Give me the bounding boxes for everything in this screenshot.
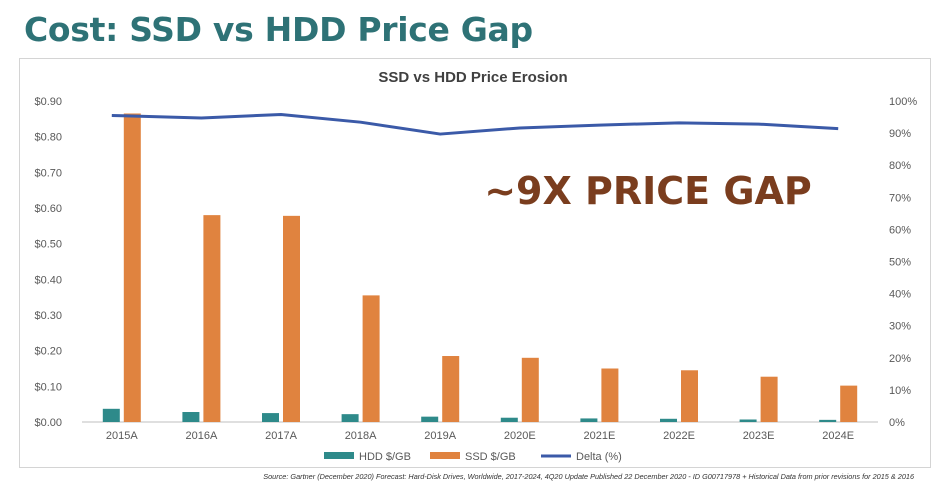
x-tick-label: 2020E — [504, 430, 536, 442]
right-tick-label: 10% — [889, 385, 911, 397]
hdd-bar — [182, 412, 200, 422]
left-tick-label: $0.60 — [34, 203, 62, 215]
hdd-bar — [739, 419, 757, 422]
ssd-bar — [362, 295, 380, 422]
x-tick-label: 2017A — [265, 430, 297, 442]
slide-title: Cost: SSD vs HDD Price Gap — [24, 10, 533, 49]
ssd-bar — [521, 357, 539, 422]
right-tick-label: 60% — [889, 224, 911, 236]
ssd-bar — [203, 215, 221, 422]
right-tick-label: 20% — [889, 353, 911, 365]
left-tick-label: $0.80 — [34, 132, 62, 144]
right-tick-label: 0% — [889, 417, 905, 429]
right-tick-label: 70% — [889, 192, 911, 204]
legend-hdd-label: HDD $/GB — [359, 451, 411, 463]
x-tick-label: 2018A — [345, 430, 377, 442]
legend-ssd-label: SSD $/GB — [465, 451, 516, 463]
price-erosion-chart: SSD vs HDD Price Erosion $0.00 $0.10 $0.20 $… — [34, 69, 917, 463]
left-tick-label: $0.00 — [34, 417, 62, 429]
hdd-bar — [819, 419, 837, 422]
hdd-bar — [102, 408, 120, 422]
left-tick-label: $0.10 — [34, 381, 62, 393]
right-tick-label: 30% — [889, 321, 911, 333]
right-tick-label: 90% — [889, 128, 911, 140]
ssd-bar — [760, 376, 778, 422]
price-gap-callout: ~9X PRICE GAP — [484, 169, 812, 213]
x-tick-label: 2016A — [185, 430, 217, 442]
ssd-bar — [442, 356, 460, 422]
x-tick-label: 2022E — [663, 430, 695, 442]
right-tick-label: 80% — [889, 160, 911, 172]
left-tick-label: $0.70 — [34, 167, 62, 179]
left-tick-label: $0.50 — [34, 239, 62, 251]
ssd-bar — [601, 368, 619, 422]
chart-title: SSD vs HDD Price Erosion — [378, 69, 567, 86]
ssd-bar — [283, 215, 300, 422]
ssd-bar — [123, 113, 141, 422]
left-tick-label: $0.90 — [34, 96, 62, 108]
ssd-bar — [840, 385, 858, 422]
hdd-bar — [660, 418, 677, 422]
hdd-bar — [262, 413, 279, 422]
x-tick-label: 2015A — [106, 430, 138, 442]
legend-delta-label: Delta (%) — [576, 451, 622, 463]
left-tick-label: $0.30 — [34, 310, 62, 322]
delta-line — [111, 112, 839, 136]
ssd-bar — [681, 370, 698, 422]
left-tick-label: $0.20 — [34, 346, 62, 358]
x-tick-label: 2019A — [424, 430, 456, 442]
right-tick-label: 40% — [889, 289, 911, 301]
legend-ssd-swatch — [430, 452, 460, 459]
legend-hdd-swatch — [324, 452, 354, 459]
x-tick-label: 2024E — [822, 430, 854, 442]
hdd-bar — [341, 414, 359, 422]
right-tick-label: 50% — [889, 257, 911, 269]
hdd-bar — [580, 418, 598, 422]
x-tick-label: 2021E — [583, 430, 615, 442]
hdd-bar — [421, 416, 439, 422]
right-tick-label: 100% — [889, 96, 917, 108]
source-note: Source: Gartner (December 2020) Forecast… — [263, 472, 914, 481]
x-tick-label: 2023E — [743, 430, 775, 442]
left-tick-label: $0.40 — [34, 274, 62, 286]
hdd-bar — [500, 417, 518, 422]
